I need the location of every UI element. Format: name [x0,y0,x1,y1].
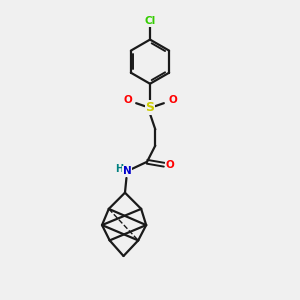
Text: S: S [146,101,154,114]
Text: Cl: Cl [144,16,156,26]
Text: H: H [115,164,123,174]
Text: O: O [123,95,132,105]
Text: O: O [168,95,177,105]
Text: N: N [123,166,131,176]
Text: O: O [166,160,174,170]
